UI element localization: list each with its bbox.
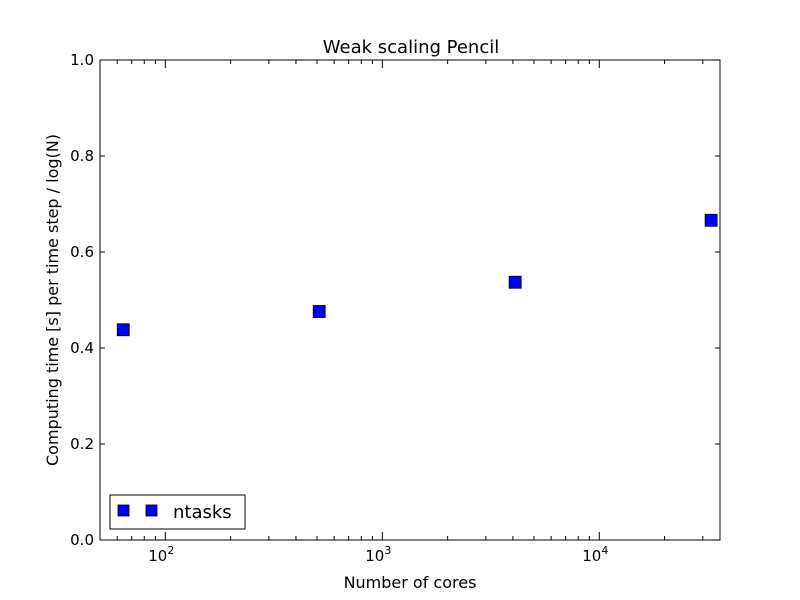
x-tick-label: 102 [148,544,174,565]
plot-area: 0.0 0.2 0.4 0.6 0.8 1.0 102 103 104 [70,51,721,565]
y-tick-label: 0.2 [70,435,94,453]
data-point [116,323,130,337]
x-tick-label: 103 [365,544,391,565]
legend-marker-square [145,504,158,517]
legend-box [109,494,246,530]
y-tick-label: 0.6 [70,243,94,261]
legend: ntasks [109,494,246,530]
data-point [508,275,522,289]
chart-title: Weak scaling Pencil [323,37,499,58]
data-point [704,213,718,227]
y-tick-label: 0.4 [70,339,94,357]
y-tick-label: 0.8 [70,147,94,165]
y-tick-label: 1.0 [70,51,94,69]
x-tick-label: 104 [582,544,608,565]
x-axis-label: Number of cores [344,573,477,592]
legend-marker-square [117,504,130,517]
data-point [312,305,326,318]
axes-frame [99,59,721,541]
legend-label-ntasks: ntasks [173,502,232,523]
y-tick-label: 0.0 [70,531,94,549]
y-axis-label: Computing time [s] per time step / log(N… [43,134,62,466]
